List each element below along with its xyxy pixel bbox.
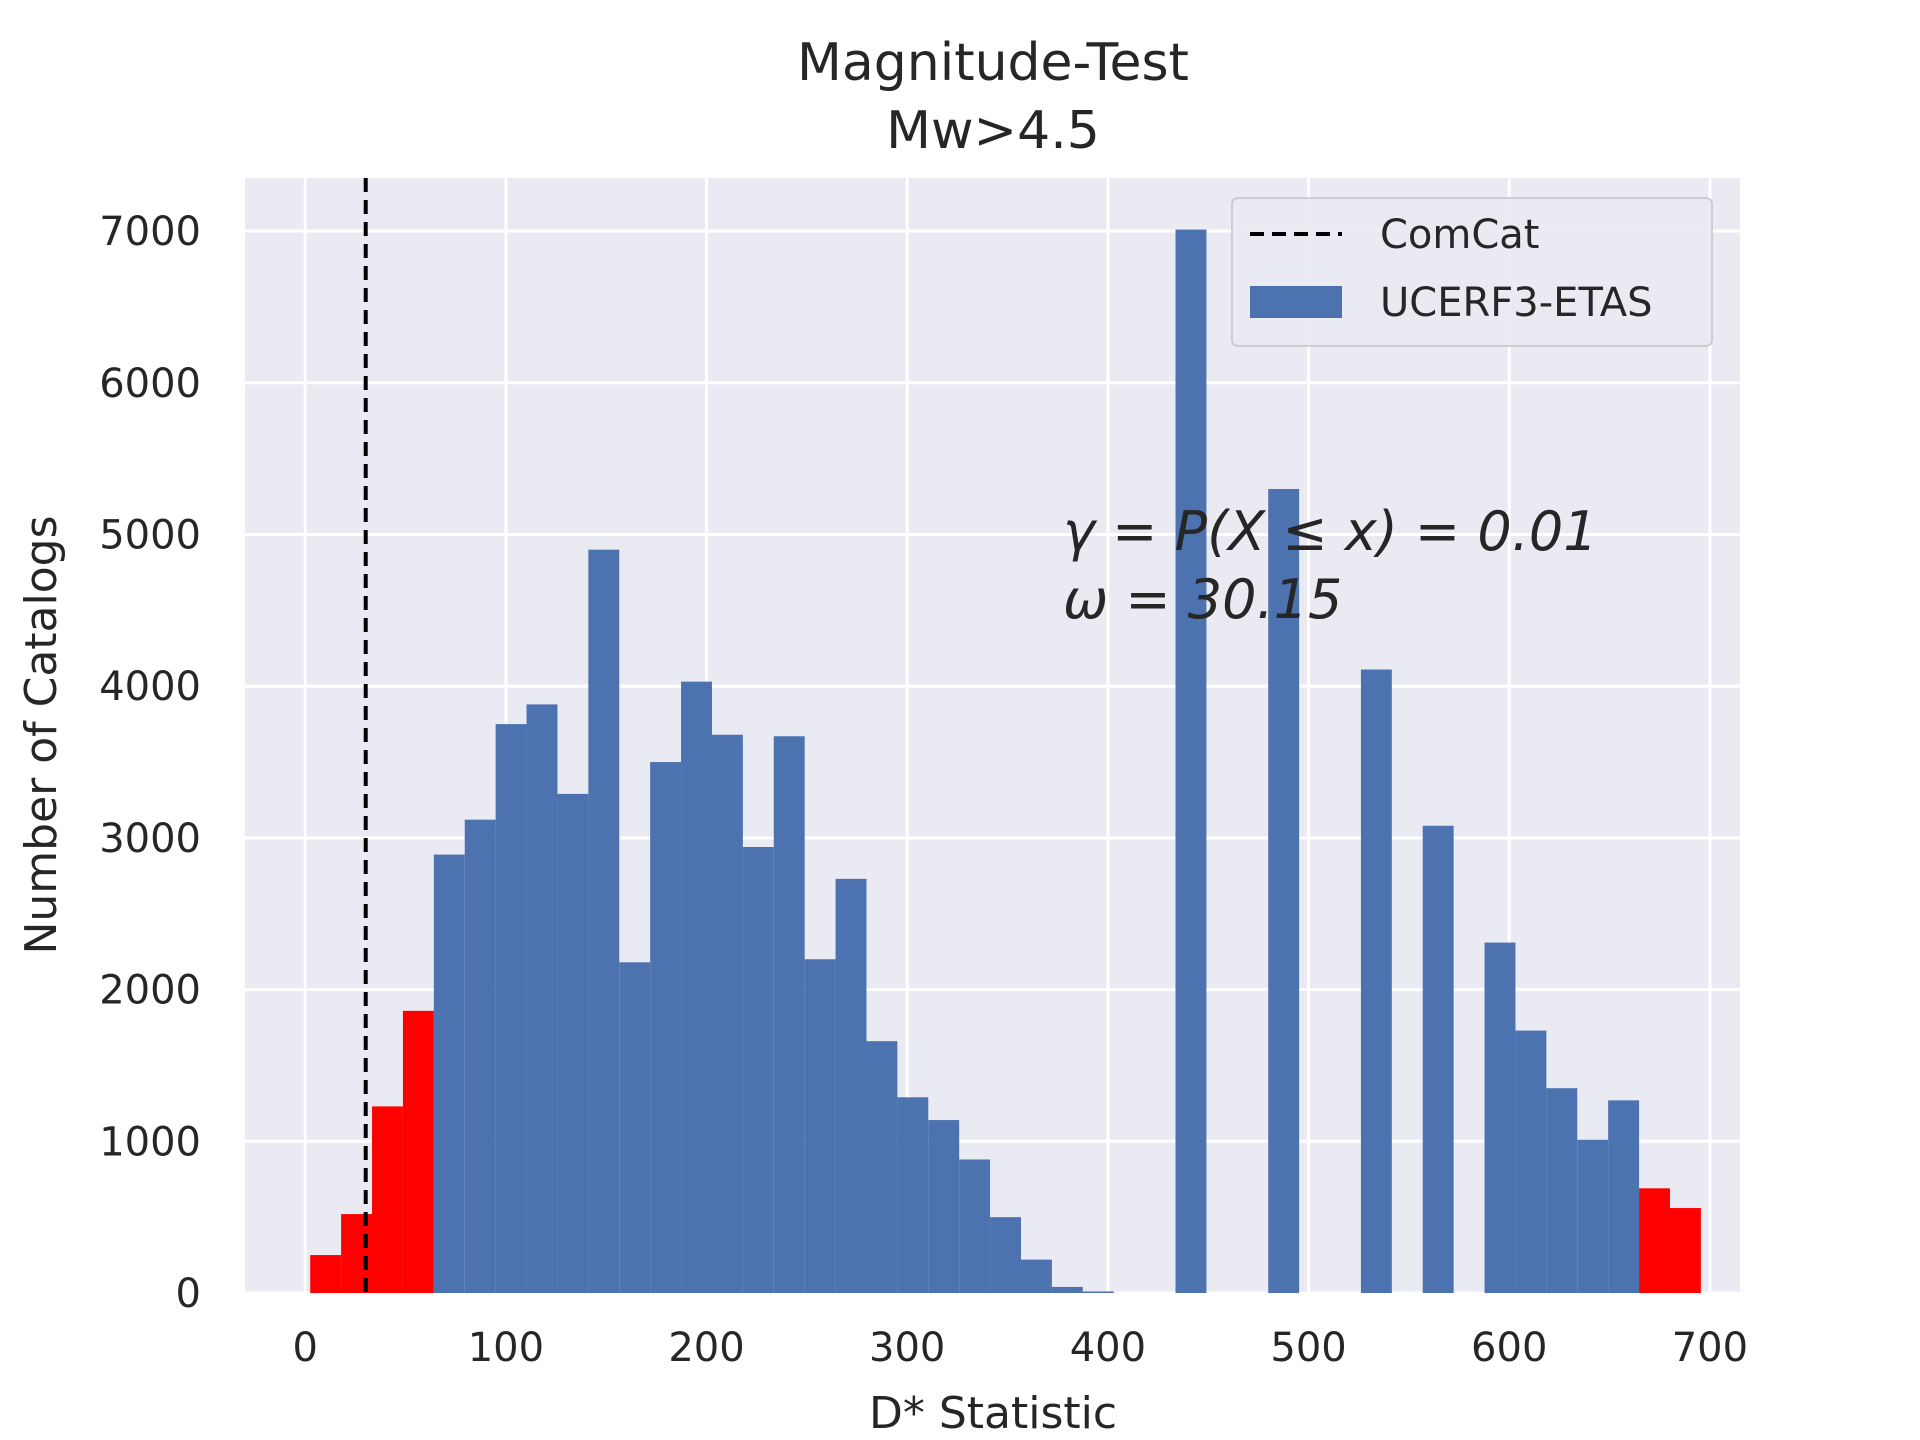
legend-comcat-label: ComCat bbox=[1380, 212, 1540, 258]
annotation-omega: ω = 30.15 bbox=[1063, 568, 1342, 631]
histogram-bar bbox=[990, 1217, 1021, 1293]
histogram-bar bbox=[433, 854, 465, 1293]
histogram-bar bbox=[1515, 1030, 1547, 1293]
histogram-bar bbox=[1175, 229, 1207, 1293]
histogram-bar bbox=[1051, 1286, 1083, 1293]
x-axis-label: D* Statistic bbox=[869, 1388, 1117, 1439]
chart-title: Magnitude-Test bbox=[797, 33, 1189, 93]
histogram-bar bbox=[1577, 1139, 1609, 1293]
y-axis-label: Number of Catalogs bbox=[16, 515, 67, 954]
histogram-bar bbox=[959, 1159, 991, 1293]
histogram-bar bbox=[1546, 1088, 1578, 1293]
histogram-bar bbox=[619, 962, 651, 1293]
x-tick-label: 400 bbox=[1070, 1325, 1146, 1371]
legend-ucerf3-swatch bbox=[1250, 286, 1342, 318]
histogram-bar bbox=[526, 704, 558, 1293]
legend: ComCat UCERF3-ETAS bbox=[1231, 197, 1713, 347]
histogram-bars bbox=[310, 229, 1701, 1293]
x-tick-label: 0 bbox=[292, 1325, 317, 1371]
histogram-bar bbox=[1360, 669, 1392, 1293]
x-tick-label: 600 bbox=[1471, 1325, 1547, 1371]
histogram-bar bbox=[557, 793, 589, 1293]
histogram-bar bbox=[866, 1041, 898, 1293]
histogram-bar bbox=[650, 762, 682, 1293]
y-tick-label: 1000 bbox=[99, 1119, 201, 1165]
x-tick-label: 300 bbox=[869, 1325, 945, 1371]
x-tick-label: 500 bbox=[1270, 1325, 1346, 1371]
histogram-bar-tail bbox=[372, 1106, 403, 1293]
y-tick-label: 5000 bbox=[99, 512, 201, 558]
y-tick-label: 3000 bbox=[99, 816, 201, 862]
y-tick-label: 6000 bbox=[99, 361, 201, 407]
x-tick-labels: 0 100 200 300 400 500 600 700 bbox=[292, 1325, 1748, 1371]
histogram-bar bbox=[835, 878, 867, 1293]
histogram-bar bbox=[1422, 825, 1454, 1293]
histogram-bar bbox=[742, 847, 774, 1293]
histogram-bar-tail bbox=[310, 1255, 342, 1293]
legend-box bbox=[1231, 197, 1713, 347]
histogram-bar bbox=[928, 1120, 960, 1293]
histogram-bar-tail bbox=[1639, 1188, 1670, 1293]
histogram-bar bbox=[1484, 942, 1516, 1293]
histogram-bar bbox=[495, 724, 527, 1293]
y-tick-labels: 0 1000 2000 3000 4000 5000 6000 7000 bbox=[99, 209, 201, 1317]
legend-ucerf3-label: UCERF3-ETAS bbox=[1380, 280, 1653, 326]
histogram-bar bbox=[1020, 1259, 1052, 1293]
histogram-bar bbox=[1082, 1291, 1114, 1293]
annotation-gamma: γ = P(X ≤ x) = 0.01 bbox=[1063, 500, 1598, 563]
x-tick-label: 200 bbox=[668, 1325, 744, 1371]
histogram-bar bbox=[681, 681, 712, 1293]
histogram-bar-tail bbox=[402, 1010, 434, 1293]
histogram-bar-tail bbox=[1669, 1208, 1701, 1293]
histogram-bar bbox=[1608, 1100, 1640, 1293]
y-tick-label: 7000 bbox=[99, 209, 201, 255]
y-tick-label: 0 bbox=[176, 1271, 201, 1317]
histogram-bar bbox=[464, 819, 496, 1293]
y-tick-label: 2000 bbox=[99, 968, 201, 1014]
x-tick-label: 100 bbox=[468, 1325, 544, 1371]
histogram-bar bbox=[897, 1097, 929, 1293]
histogram-bar bbox=[773, 736, 805, 1293]
y-tick-label: 4000 bbox=[99, 664, 201, 710]
histogram-bar bbox=[804, 959, 836, 1293]
histogram-bar bbox=[711, 734, 743, 1293]
chart-subtitle: Mw>4.5 bbox=[886, 101, 1100, 161]
histogram-bar bbox=[588, 549, 620, 1293]
histogram-bar bbox=[1268, 488, 1300, 1293]
x-tick-label: 700 bbox=[1672, 1325, 1748, 1371]
